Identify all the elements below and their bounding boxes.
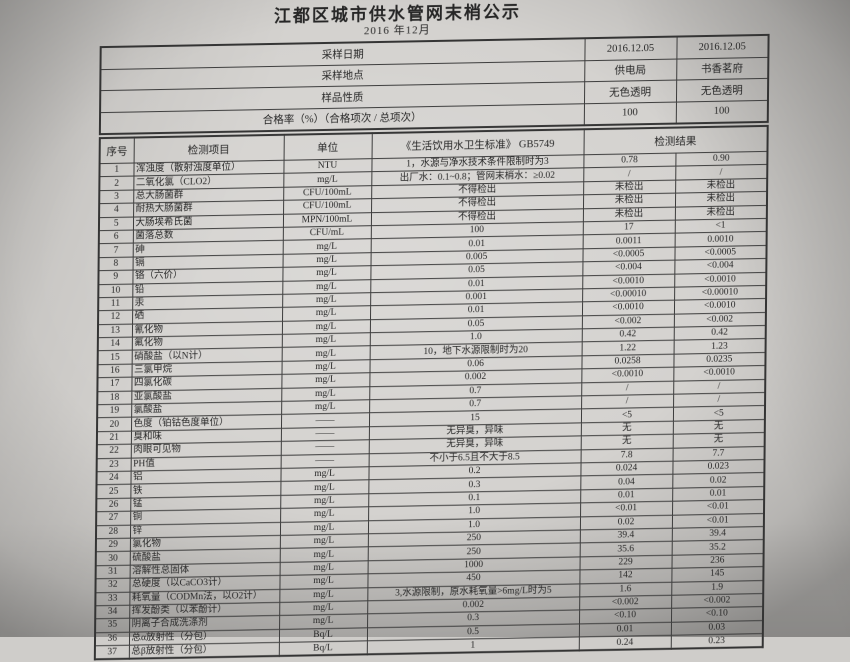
row-number: 2 bbox=[99, 176, 134, 191]
item-name: 总β放射性（分包） bbox=[128, 642, 279, 660]
row-number: 8 bbox=[98, 256, 133, 271]
row-number: 35 bbox=[95, 618, 130, 633]
row-number: 9 bbox=[98, 270, 133, 285]
col-header-result: 检测结果 bbox=[583, 125, 768, 155]
row-number: 3 bbox=[99, 189, 134, 204]
row-number: 22 bbox=[96, 444, 131, 459]
info-value-site2: 书香茗府 bbox=[676, 56, 769, 81]
row-number: 34 bbox=[95, 605, 130, 620]
row-number: 6 bbox=[98, 230, 133, 245]
info-value-site1: 2016.12.05 bbox=[584, 36, 677, 61]
row-number: 24 bbox=[96, 471, 131, 486]
info-value-site1: 供电局 bbox=[584, 58, 677, 82]
row-number: 23 bbox=[96, 457, 131, 472]
row-number: 11 bbox=[98, 296, 133, 312]
info-value-site2: 100 bbox=[675, 99, 768, 124]
info-value-site2: 无色透明 bbox=[675, 78, 769, 102]
row-number: 21 bbox=[96, 430, 132, 445]
row-number: 32 bbox=[95, 578, 130, 593]
row-number: 12 bbox=[98, 310, 133, 325]
col-header-standard: 《生活饮用水卫生标准》 GB5749 bbox=[371, 129, 584, 159]
info-value-site1: 100 bbox=[583, 101, 676, 126]
result-site1: 0.24 bbox=[578, 635, 671, 651]
standard-limit: 1 bbox=[366, 637, 579, 655]
row-number: 4 bbox=[99, 203, 134, 218]
row-number: 28 bbox=[95, 524, 131, 539]
col-header-no: 序号 bbox=[99, 137, 134, 164]
row-number: 31 bbox=[95, 564, 130, 579]
row-number: 30 bbox=[95, 551, 130, 566]
row-number: 37 bbox=[94, 645, 129, 660]
row-number: 36 bbox=[94, 631, 130, 646]
row-number: 29 bbox=[95, 538, 130, 553]
row-number: 33 bbox=[95, 591, 130, 606]
row-number: 15 bbox=[97, 350, 132, 365]
row-number: 10 bbox=[98, 283, 133, 298]
test-results-table: 序号 检测项目 单位 《生活饮用水卫生标准》 GB5749 检测结果 1 浑浊度（… bbox=[93, 124, 769, 661]
row-number: 27 bbox=[96, 511, 131, 526]
row-number: 26 bbox=[96, 497, 131, 512]
info-value-site2: 2016.12.05 bbox=[676, 34, 769, 59]
row-number: 16 bbox=[97, 363, 132, 378]
sample-info-table: 采样日期 2016.12.05 2016.12.05 采样地点 供电局 书香茗府 样品性质无… bbox=[98, 33, 770, 136]
row-number: 14 bbox=[97, 337, 132, 352]
document-page: 江都区城市供水管网末梢公示 2016 年12月 采样日期 2016.12.05 20… bbox=[93, 0, 770, 661]
row-number: 19 bbox=[97, 404, 132, 419]
row-number: 5 bbox=[98, 216, 134, 231]
info-value-site1: 无色透明 bbox=[583, 80, 677, 104]
row-number: 13 bbox=[97, 323, 133, 338]
row-number: 17 bbox=[97, 377, 132, 392]
unit: Bq/L bbox=[278, 640, 367, 657]
row-number: 18 bbox=[97, 390, 132, 405]
result-site2: 0.23 bbox=[670, 633, 763, 650]
row-number: 7 bbox=[98, 243, 133, 258]
col-header-item: 检测项目 bbox=[133, 134, 284, 164]
col-header-unit: 单位 bbox=[283, 133, 372, 161]
row-number: 1 bbox=[99, 163, 134, 178]
row-number: 25 bbox=[96, 484, 131, 499]
row-number: 20 bbox=[97, 417, 132, 432]
